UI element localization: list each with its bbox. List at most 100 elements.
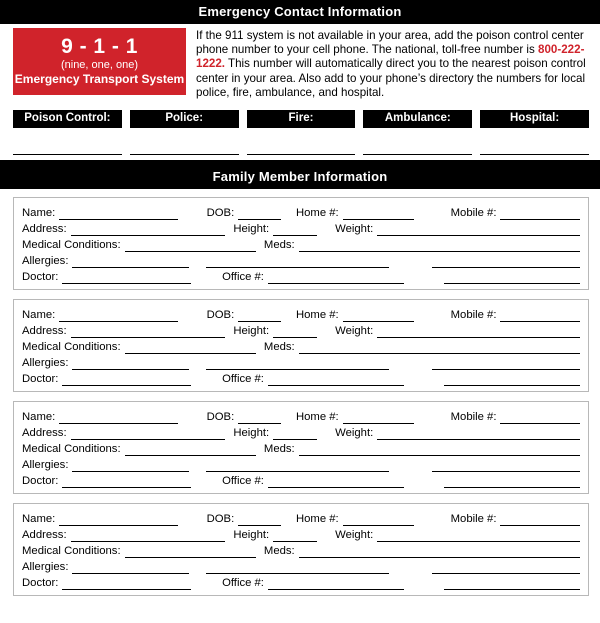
input-allergies-continued[interactable] xyxy=(206,460,390,473)
label-weight: Weight: xyxy=(335,529,374,542)
member-row-name: Name: DOB: Home #: Mobile #: xyxy=(22,306,580,323)
label-office-number: Office #: xyxy=(222,373,264,386)
member-row-medical-conditions: Medical Conditions: Meds: xyxy=(22,236,581,253)
input-home-number[interactable] xyxy=(342,208,414,221)
input-doctor[interactable] xyxy=(62,272,192,285)
input-height[interactable] xyxy=(273,428,318,441)
label-height: Height: xyxy=(233,223,270,236)
input-meds-continued[interactable] xyxy=(432,358,580,371)
input-office-number[interactable] xyxy=(267,578,405,591)
label-office-number: Office #: xyxy=(222,577,264,590)
contact-input-police[interactable] xyxy=(129,128,239,156)
input-office-number[interactable] xyxy=(267,374,405,387)
input-allergies[interactable] xyxy=(72,358,189,371)
input-address[interactable] xyxy=(70,428,226,441)
input-medical-conditions[interactable] xyxy=(124,342,256,355)
input-doctor[interactable] xyxy=(62,476,192,489)
input-doctor[interactable] xyxy=(62,578,192,591)
input-meds-continued[interactable] xyxy=(432,460,580,473)
input-medical-conditions[interactable] xyxy=(124,546,256,559)
input-weight[interactable] xyxy=(377,224,580,237)
input-weight[interactable] xyxy=(377,428,580,441)
label-mobile-number: Mobile #: xyxy=(450,411,497,424)
member-row-name: Name: DOB: Home #: Mobile #: xyxy=(22,408,580,425)
emergency-contact-body: 9 - 1 - 1 (nine, one, one) Emergency Tra… xyxy=(0,24,600,100)
input-weight[interactable] xyxy=(377,326,580,339)
input-dob[interactable] xyxy=(238,310,281,323)
input-meds-continued[interactable] xyxy=(432,256,580,269)
label-home-number: Home #: xyxy=(295,513,339,526)
label-allergies: Allergies: xyxy=(22,561,69,574)
input-meds[interactable] xyxy=(298,240,581,253)
input-name[interactable] xyxy=(59,310,179,323)
label-allergies: Allergies: xyxy=(22,357,69,370)
input-height[interactable] xyxy=(273,530,318,543)
contact-input-hospital[interactable] xyxy=(480,128,589,156)
label-dob: DOB: xyxy=(206,513,235,526)
input-meds-continued-2[interactable] xyxy=(443,578,580,591)
member-row-doctor: Doctor: Office #: xyxy=(22,472,580,489)
member-row-address: Address: Height: Weight: xyxy=(22,526,580,543)
family-member-block-3: Name: DOB: Home #: Mobile #: Address: He… xyxy=(13,401,589,495)
input-meds[interactable] xyxy=(298,444,581,457)
contact-label-police: Police: xyxy=(129,110,239,129)
label-weight: Weight: xyxy=(335,325,374,338)
input-mobile-number[interactable] xyxy=(500,412,580,425)
input-address[interactable] xyxy=(70,224,226,237)
input-height[interactable] xyxy=(273,326,318,339)
input-office-number[interactable] xyxy=(267,272,405,285)
label-mobile-number: Mobile #: xyxy=(450,513,497,526)
input-office-number[interactable] xyxy=(267,476,405,489)
contact-cell-ambulance: Ambulance: xyxy=(363,110,473,156)
emergency-contact-section-header: Emergency Contact Information xyxy=(0,0,600,24)
input-dob[interactable] xyxy=(238,208,281,221)
label-height: Height: xyxy=(233,427,270,440)
input-mobile-number[interactable] xyxy=(500,208,580,221)
input-weight[interactable] xyxy=(377,530,580,543)
input-allergies[interactable] xyxy=(72,562,189,575)
contact-input-fire[interactable] xyxy=(246,128,356,156)
input-meds-continued-2[interactable] xyxy=(443,476,580,489)
input-mobile-number[interactable] xyxy=(500,310,580,323)
family-member-block-1: Name: DOB: Home #: Mobile #: Address: He… xyxy=(13,197,589,291)
label-height: Height: xyxy=(233,325,270,338)
input-allergies-continued[interactable] xyxy=(206,256,390,269)
input-height[interactable] xyxy=(273,224,318,237)
input-allergies[interactable] xyxy=(72,460,189,473)
input-address[interactable] xyxy=(70,326,226,339)
label-meds: Meds: xyxy=(263,341,295,354)
contact-input-ambulance[interactable] xyxy=(363,128,473,156)
label-home-number: Home #: xyxy=(295,207,339,220)
input-allergies[interactable] xyxy=(72,256,189,269)
input-meds[interactable] xyxy=(298,546,581,559)
member-row-address: Address: Height: Weight: xyxy=(22,322,580,339)
contact-label-ambulance: Ambulance: xyxy=(363,110,473,129)
input-meds-continued-2[interactable] xyxy=(443,374,580,387)
member-row-address: Address: Height: Weight: xyxy=(22,424,580,441)
member-row-allergies: Allergies: xyxy=(22,456,580,473)
input-medical-conditions[interactable] xyxy=(124,240,256,253)
input-dob[interactable] xyxy=(238,412,281,425)
input-dob[interactable] xyxy=(238,514,281,527)
input-name[interactable] xyxy=(59,208,179,221)
contact-input-poison-control[interactable] xyxy=(13,128,122,156)
member-row-doctor: Doctor: Office #: xyxy=(22,574,580,591)
input-medical-conditions[interactable] xyxy=(124,444,256,457)
input-allergies-continued[interactable] xyxy=(206,358,390,371)
input-allergies-continued[interactable] xyxy=(206,562,390,575)
input-name[interactable] xyxy=(59,412,179,425)
input-mobile-number[interactable] xyxy=(500,514,580,527)
input-address[interactable] xyxy=(70,530,226,543)
label-dob: DOB: xyxy=(206,309,235,322)
poison-control-note-part1: If the 911 system is not available in yo… xyxy=(196,29,584,57)
input-home-number[interactable] xyxy=(342,310,414,323)
input-home-number[interactable] xyxy=(342,514,414,527)
label-meds: Meds: xyxy=(263,545,295,558)
input-name[interactable] xyxy=(59,514,179,527)
input-meds-continued-2[interactable] xyxy=(443,272,580,285)
input-meds[interactable] xyxy=(298,342,581,355)
input-meds-continued[interactable] xyxy=(432,562,580,575)
input-home-number[interactable] xyxy=(342,412,414,425)
label-meds: Meds: xyxy=(263,443,295,456)
input-doctor[interactable] xyxy=(62,374,192,387)
